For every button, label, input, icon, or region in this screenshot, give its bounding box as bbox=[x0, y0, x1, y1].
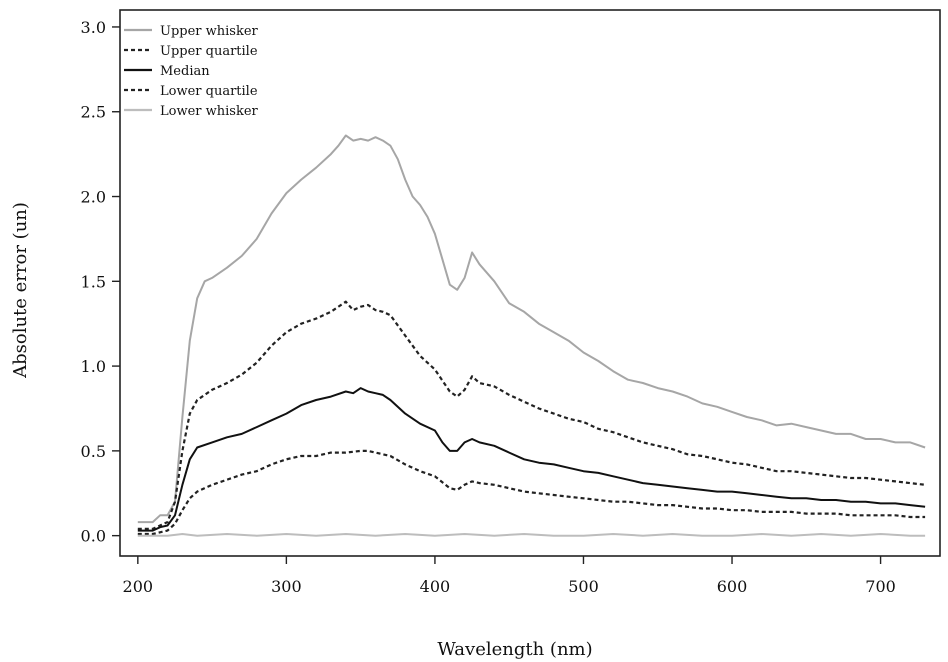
legend-label: Upper quartile bbox=[160, 44, 258, 59]
legend-label: Lower quartile bbox=[160, 84, 258, 99]
y-tick-label: 0.0 bbox=[81, 527, 106, 546]
x-tick-label: 200 bbox=[123, 577, 154, 596]
series-layer bbox=[137, 134, 926, 537]
legend-label: Median bbox=[160, 64, 210, 79]
y-tick-label: 0.5 bbox=[81, 442, 106, 461]
plot-frame bbox=[119, 9, 941, 557]
series-line-median bbox=[137, 387, 926, 532]
y-axis-title: Absolute error (un) bbox=[10, 202, 31, 379]
y-axis: 0.0 0.5 1.0 1.5 2.0 2.5 3.0 bbox=[81, 18, 120, 546]
x-tick-label: 400 bbox=[420, 577, 451, 596]
x-axis: 200 300 400 500 600 700 bbox=[123, 556, 896, 596]
x-tick-label: 700 bbox=[865, 577, 896, 596]
y-tick-label: 2.0 bbox=[81, 188, 106, 207]
series-line-upper-whisker bbox=[137, 134, 926, 524]
y-tick-label: 3.0 bbox=[81, 18, 106, 37]
legend-label: Upper whisker bbox=[160, 24, 259, 39]
y-tick-label: 1.5 bbox=[81, 272, 106, 291]
x-tick-label: 600 bbox=[717, 577, 748, 596]
series-line-lower-quartile bbox=[137, 449, 926, 536]
legend: Upper whisker Upper quartile Median Lower q… bbox=[124, 24, 259, 119]
x-tick-label: 500 bbox=[568, 577, 599, 596]
series-line-lower-whisker bbox=[137, 533, 926, 537]
x-tick-label: 300 bbox=[271, 577, 302, 596]
x-axis-title: Wavelength (nm) bbox=[437, 639, 592, 660]
y-tick-label: 1.0 bbox=[81, 357, 106, 376]
legend-label: Lower whisker bbox=[160, 104, 259, 119]
series-line-upper-quartile bbox=[137, 300, 926, 531]
y-tick-label: 2.5 bbox=[81, 103, 106, 122]
